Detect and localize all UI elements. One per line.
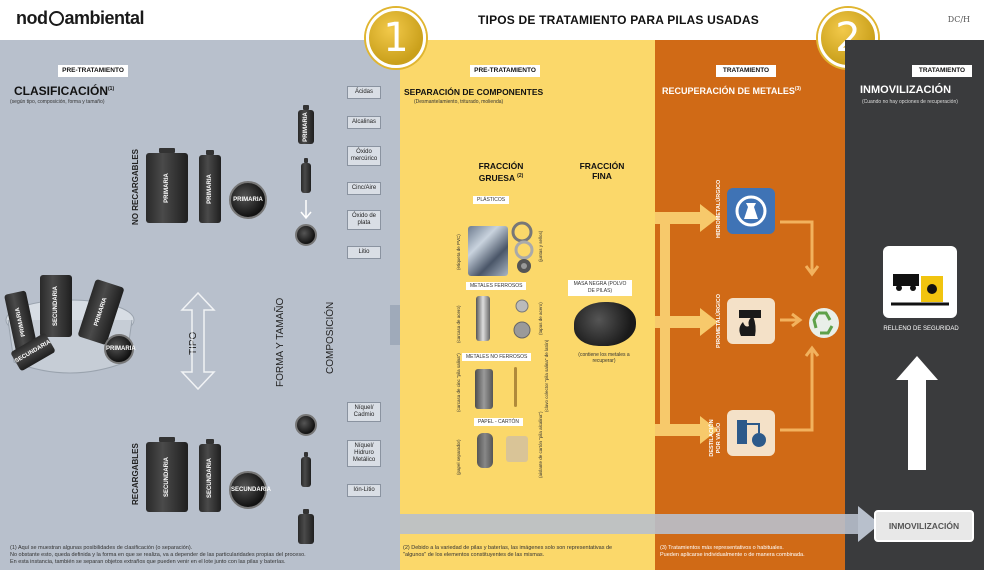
plasticos-label: PLÁSTICOS	[473, 196, 510, 204]
comp-oxido-mercurico: Óxido mercúrico	[347, 146, 381, 166]
battery-aa-secundaria: SECUNDARIA	[199, 439, 221, 512]
inmovilizacion-subtitle: (Cuando no hay opciones de recuperación)	[862, 99, 958, 105]
note-clavo-colector: (clavo colector "pila salina" de latón)	[544, 339, 549, 412]
footnote-3: (3) Tratamientos más representativos o h…	[660, 545, 805, 558]
comp-ion-litio: Ión-Litio	[347, 484, 381, 497]
pretratamiento-tag: PRE-TRATAMIENTO	[58, 65, 128, 77]
fraccion-fina-title: FRACCIÓN FINA	[579, 161, 625, 181]
separacion-tag: PRE-TRATAMIENTO	[470, 65, 540, 77]
size-coin-secundaria	[295, 414, 317, 436]
no-recargables-label: NO RECARGABLES	[131, 148, 140, 225]
size-battery-aa: PRIMARIA	[298, 105, 314, 144]
coin-cell-primaria: PRIMARIA	[229, 181, 267, 219]
comp-acidas: Ácidas	[347, 86, 381, 99]
relleno-seguridad-label: RELLENO DE SEGURIDAD	[883, 326, 959, 332]
page-title: TIPOS DE TRATAMIENTO PARA PILAS USADAS	[478, 13, 759, 27]
note-tapas-acero: (tapas de acero)	[538, 302, 543, 335]
separacion-title: SEPARACIÓN DE COMPONENTES	[404, 87, 544, 97]
note-papel-separador: (papel separador)	[456, 439, 461, 475]
recuperacion-tag: TRATAMIENTO	[716, 65, 776, 77]
black-mass-image	[574, 302, 636, 346]
battery-9v-secundaria: SECUNDARIA	[146, 437, 188, 512]
comp-niquel-hidruro: Níquel/ Hidruro Metálico	[347, 440, 381, 467]
battery-aa-primaria: PRIMARIA	[199, 150, 221, 223]
destilacion-label: DESTILACIÓN POR VACÍO	[709, 419, 722, 457]
recuperacion-title: RECUPERACIÓN DE METALES(3)	[662, 86, 801, 96]
metales-ferrosos-label: METALES FERROSOS	[466, 282, 527, 290]
masa-negra-note: (contiene los metales a recuperar)	[578, 352, 630, 364]
destilacion-icon	[727, 410, 775, 456]
logo-circle-icon	[48, 11, 64, 26]
tipo-label: TIPO	[188, 331, 199, 355]
footnote-1: (1) Aquí se muestran algunas posibilidad…	[10, 545, 306, 565]
hidrometalurgico-label: HIDROMETALÚRGICO	[716, 179, 722, 238]
step-badge-1: 1	[366, 8, 426, 68]
note-carcasa-cinc: (carcasa de cinc "pila salina")	[456, 353, 461, 412]
corner-code: DC/H	[947, 15, 970, 24]
forma-tamano-label: FORMA Y TAMAÑO	[275, 297, 286, 387]
fraccion-gruesa-title: FRACCIÓN GRUESA (2)	[478, 161, 524, 183]
clasificacion-title: CLASIFICACIÓN(1)	[14, 84, 115, 98]
separacion-subtitle: (Desmantelamiento, triturado, molienda)	[414, 99, 504, 105]
comp-alcalinas: Alcalinas	[347, 116, 381, 129]
comp-cinc-aire: Cinc/Aire	[347, 182, 381, 195]
brass-nail-image	[514, 367, 517, 407]
bowl-battery-1: SECUNDARIA	[40, 275, 72, 337]
hidrometalurgico-icon	[727, 188, 775, 234]
plastic-pvc-image	[468, 226, 508, 276]
coin-cell-secundaria: SECUNDARIA	[229, 471, 271, 509]
size-battery-aa-sec	[298, 509, 314, 544]
relleno-seguridad-icon	[883, 246, 957, 318]
footnote-2: (2) Debido a la variedad de pilas y bate…	[403, 545, 613, 558]
paper-separator-image	[477, 433, 493, 468]
logo: nod ambiental	[16, 8, 145, 28]
recargables-label: RECARGABLES	[131, 443, 140, 505]
pirometalurgico-icon	[727, 298, 775, 344]
papel-carton-label: PAPEL - CARTÓN	[474, 418, 524, 426]
masa-negra-label: MASA NEGRA (POLVO DE PILAS)	[568, 280, 632, 296]
bowl-coin: PRIMARIA	[104, 334, 136, 364]
comp-niquel-cadmio: Níquel/ Cadmio	[347, 402, 381, 422]
steel-case-image	[476, 296, 490, 341]
size-battery-aaa-sec	[301, 452, 311, 487]
note-etiqueta-pvc: (etiqueta de PVC)	[456, 234, 461, 270]
note-aislante-carton: (aislante de cartón "pila alcalina")	[538, 411, 543, 478]
inmovilizacion-tag: TRATAMIENTO	[912, 65, 972, 77]
battery-9v-primaria: PRIMARIA	[146, 148, 188, 223]
composicion-label: COMPOSICIÓN	[325, 301, 336, 374]
clasificacion-subtitle: (según tipo, composición, forma y tamaño…	[10, 99, 105, 105]
note-carcasa-acero: (carcasa de acero)	[456, 305, 461, 343]
metales-no-ferrosos-label: METALES NO FERROSOS	[462, 353, 532, 361]
inmovilizacion-button[interactable]: INMOVILIZACIÓN	[874, 510, 974, 542]
header: nod ambiental TIPOS DE TRATAMIENTO PARA P…	[0, 0, 984, 40]
size-coin	[295, 224, 317, 246]
size-battery-aaa	[301, 158, 311, 193]
comp-oxido-plata: Óxido de plata	[347, 210, 381, 230]
note-juntas-sellos: (juntas y sellos)	[538, 230, 543, 262]
inmovilizacion-title: INMOVILIZACIÓN	[860, 84, 952, 96]
cardboard-insulator-image	[506, 436, 528, 462]
pirometalurgico-label: PIROMETALÚRGICO	[716, 294, 722, 348]
zinc-case-image	[475, 369, 493, 409]
comp-litio: Litio	[347, 246, 381, 259]
